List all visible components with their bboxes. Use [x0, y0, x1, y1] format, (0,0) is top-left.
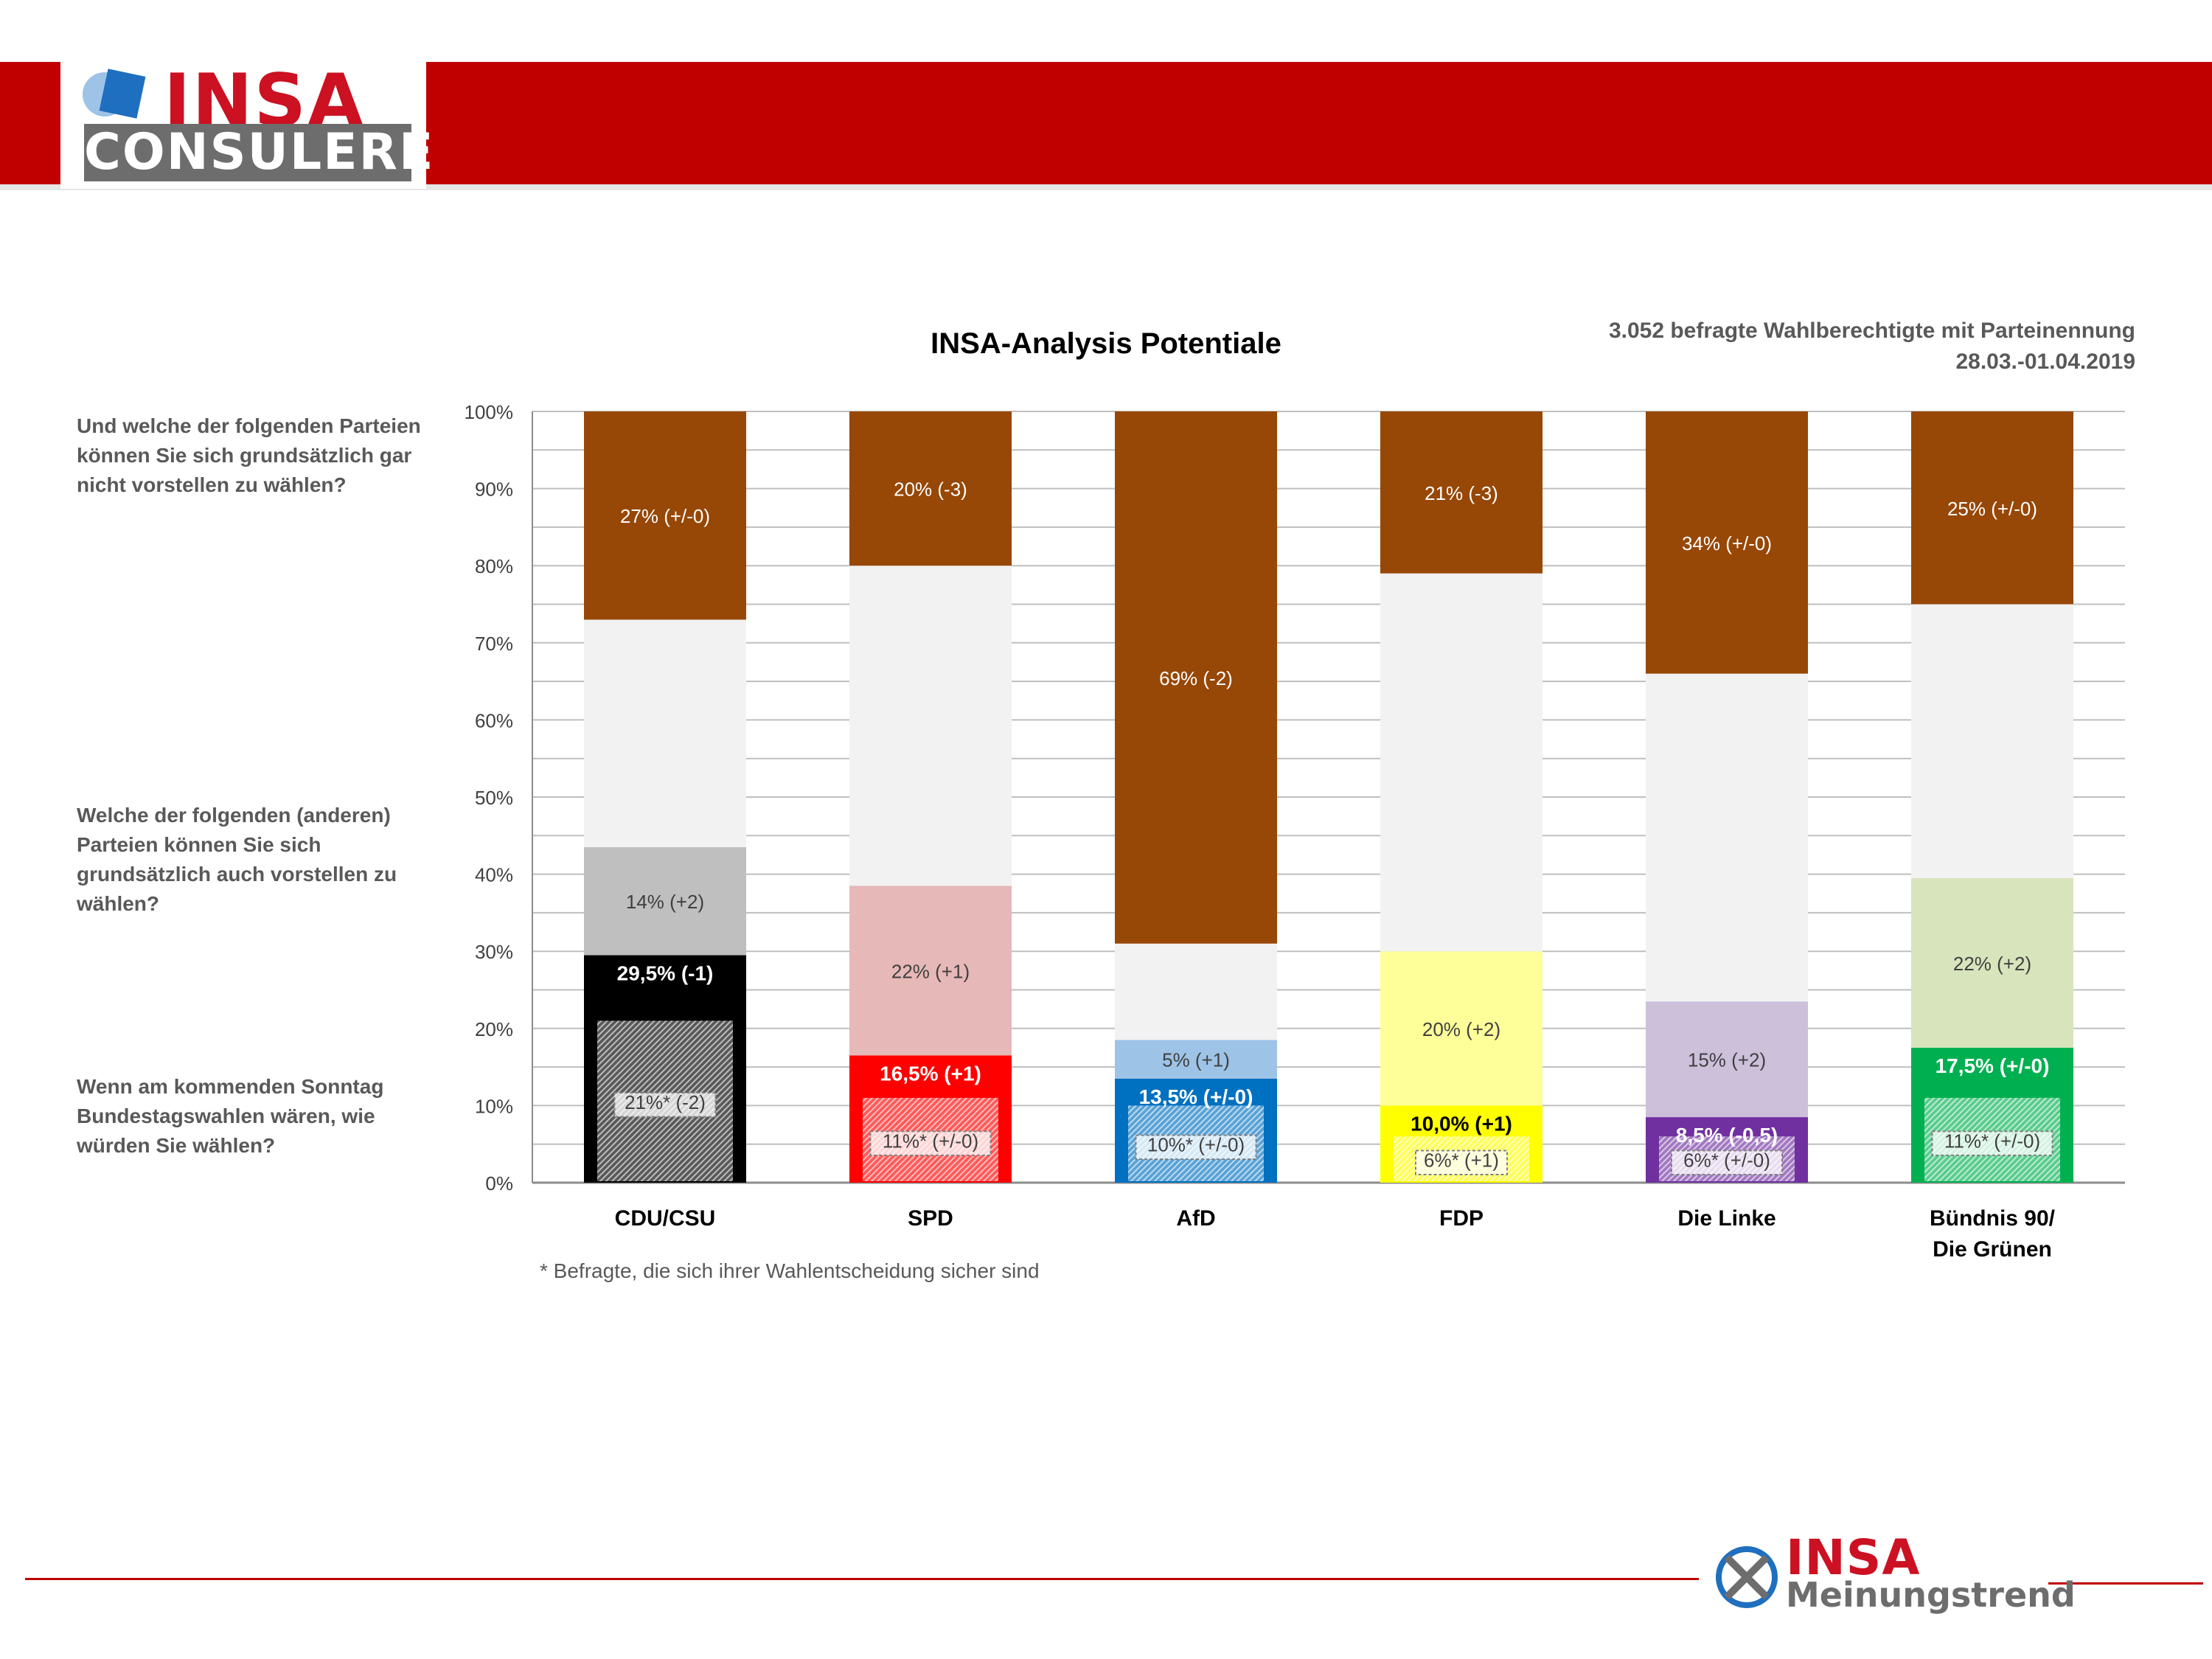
- label-potential: 22% (+2): [1953, 953, 2031, 975]
- label-sure-box: [1931, 1130, 2053, 1156]
- label-vote: 16,5% (+1): [880, 1062, 981, 1085]
- label-vote: 29,5% (-1): [617, 961, 714, 984]
- label-sure: 21%* (-2): [625, 1091, 706, 1113]
- bar-potential: [1646, 1001, 1808, 1118]
- label-sure: 6%* (+/-0): [1683, 1150, 1770, 1172]
- bar-no-vote: [1115, 411, 1277, 944]
- logo-consulere-text: CONSULERE: [84, 123, 435, 181]
- label-sure-box: [1135, 1134, 1257, 1161]
- footer-product: Meinungstrend: [1786, 1575, 2076, 1615]
- label-potential: 15% (+2): [1688, 1049, 1766, 1071]
- bar-neutral: [1646, 673, 1808, 1002]
- survey-period: 28.03.-01.04.2019: [1955, 349, 2135, 374]
- label-potential: 5% (+1): [1162, 1049, 1230, 1071]
- category-label: SPD: [908, 1206, 953, 1231]
- label-vote: 10,0% (+1): [1411, 1112, 1512, 1135]
- label-no-vote: 34% (+/-0): [1682, 532, 1772, 554]
- label-sure-box: [1415, 1150, 1508, 1176]
- bar-potential: [1911, 877, 2073, 1048]
- bar-no-vote: [1380, 411, 1543, 574]
- y-tick-label: 70%: [475, 633, 513, 655]
- y-tick-label: 100%: [465, 401, 514, 423]
- bar-no-vote: [1646, 411, 1808, 674]
- footer-brand: INSA: [1786, 1529, 1921, 1586]
- label-no-vote: 27% (+/-0): [620, 505, 710, 527]
- label-no-vote: 21% (-3): [1425, 482, 1498, 504]
- label-no-vote: 69% (-2): [1159, 667, 1233, 689]
- label-sure: 11%* (+/-0): [883, 1130, 978, 1152]
- label-sure-box: [869, 1130, 992, 1156]
- footnote: * Befragte, die sich ihrer Wahlentscheid…: [540, 1259, 1040, 1282]
- question-vote: Wenn am kommenden Sonntag Bundestagswahl…: [77, 1075, 384, 1157]
- footer-line-left: [25, 1578, 1699, 1580]
- label-potential: 14% (+2): [626, 891, 704, 913]
- category-label: Die Grünen: [1933, 1237, 2052, 1262]
- category-label: CDU/CSU: [615, 1206, 716, 1231]
- bar-no-vote: [584, 411, 746, 620]
- header-shadow: [0, 184, 2212, 190]
- label-no-vote: 20% (-3): [894, 479, 967, 501]
- chart-title: INSA-Analysis Potentiale: [931, 327, 1281, 360]
- bar-neutral: [1911, 604, 2073, 878]
- y-tick-label: 0%: [485, 1172, 513, 1194]
- bar-no-vote: [1911, 411, 2073, 605]
- y-tick-label: 40%: [475, 864, 513, 886]
- category-label: AfD: [1176, 1206, 1215, 1231]
- category-label: Bündnis 90/: [1930, 1206, 2056, 1231]
- question-potential: Welche der folgenden (anderen) Parteien …: [77, 804, 397, 915]
- bar-neutral: [1380, 573, 1543, 952]
- bar-neutral: [1115, 943, 1277, 1040]
- y-tick-label: 80%: [475, 555, 513, 577]
- bar-neutral: [849, 566, 1012, 886]
- label-sure: 11%* (+/-0): [1944, 1130, 2040, 1152]
- bar-no-vote: [849, 411, 1012, 566]
- y-tick-label: 60%: [475, 709, 513, 731]
- label-sure: 6%* (+1): [1424, 1150, 1499, 1172]
- label-sure-box: [613, 1092, 717, 1118]
- y-tick-label: 10%: [475, 1095, 513, 1117]
- meinungstrend-icon: [1716, 1546, 1778, 1608]
- respondents-info: 3.052 befragte Wahlberechtigte mit Parte…: [1608, 319, 2135, 343]
- label-sure: 10%* (+/-0): [1147, 1134, 1245, 1156]
- label-sure-box: [1671, 1150, 1783, 1176]
- category-label: Die Linke: [1677, 1206, 1775, 1231]
- label-vote: 8,5% (-0,5): [1676, 1124, 1778, 1147]
- stacked-bar-chart: 0% 10% 20% 30% 40% 50% 60% 70% 80% 90% 100% 27% (+…: [465, 401, 2125, 1262]
- label-no-vote: 25% (+/-0): [1947, 498, 2037, 520]
- bar-potential: [1115, 1040, 1277, 1079]
- category-label: FDP: [1439, 1206, 1484, 1231]
- label-vote: 17,5% (+/-0): [1935, 1054, 2050, 1077]
- footer-line-right: [2048, 1582, 2203, 1585]
- label-potential: 20% (+2): [1422, 1018, 1500, 1040]
- y-tick-label: 20%: [475, 1018, 513, 1040]
- y-tick-label: 50%: [475, 787, 513, 809]
- label-vote: 13,5% (+/-0): [1139, 1085, 1253, 1108]
- bar-potential: [1380, 951, 1543, 1106]
- bar-neutral: [584, 619, 746, 847]
- insa-logo-icon: [83, 69, 146, 119]
- y-tick-label: 90%: [475, 479, 513, 501]
- question-no-vote: Und welche der folgenden Parteien können…: [77, 414, 421, 496]
- bar-potential: [584, 846, 746, 956]
- bar-potential: [849, 886, 1012, 1056]
- label-potential: 22% (+1): [891, 960, 970, 982]
- y-tick-label: 30%: [475, 941, 513, 963]
